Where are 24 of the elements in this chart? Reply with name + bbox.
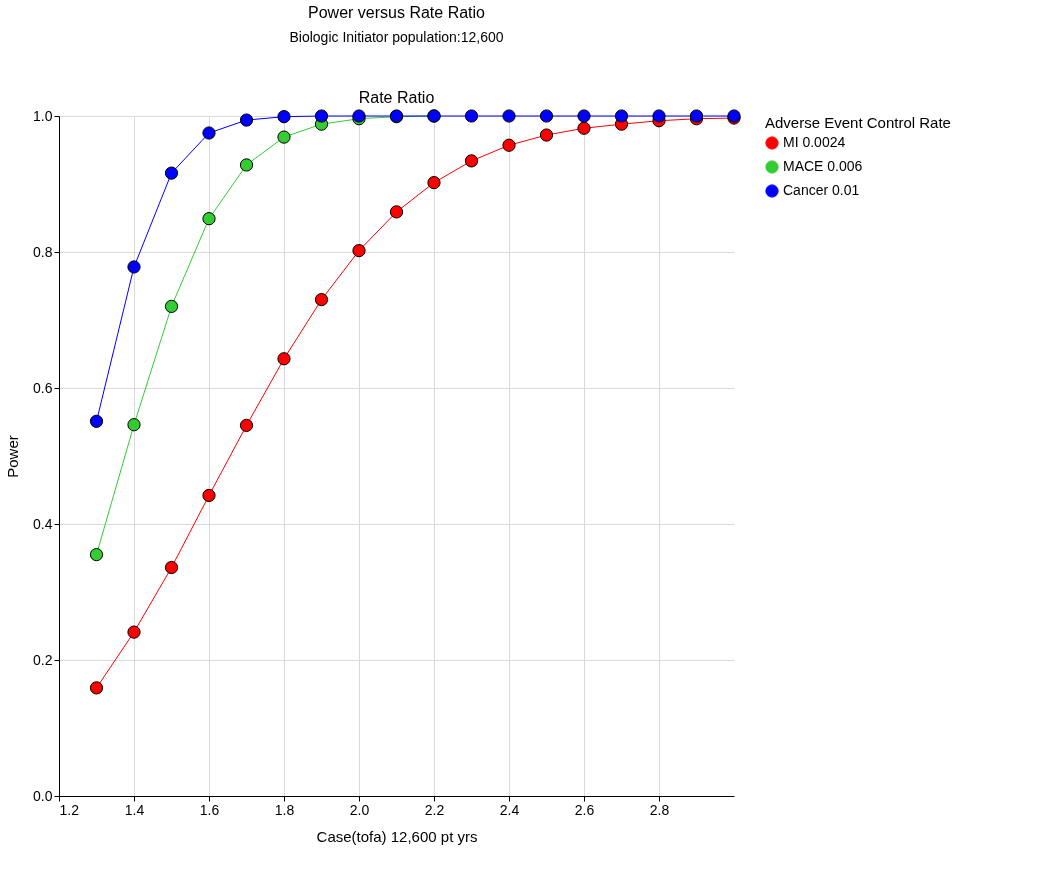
text: Rate Ratio: [358, 89, 435, 106]
x-tick-label: 1.8: [274, 801, 295, 818]
x-tick-label: 1.2: [59, 801, 80, 818]
legend-label: MI 0.0024: [783, 134, 846, 150]
y-tick-label: 0.2: [33, 651, 53, 668]
y-tick-label: 0.8: [33, 243, 53, 260]
legend-title: Adverse Event Control Rate: [765, 114, 951, 131]
y-axis-title: Power: [4, 435, 22, 478]
x-tick-label: 1.6: [199, 801, 220, 818]
x-tick-label: 2.2: [424, 801, 445, 818]
x-tick-label: 2.8: [649, 801, 670, 818]
x-tick-label: 2.4: [499, 801, 520, 818]
y-tick-label: 1.0: [33, 107, 53, 124]
x-axis-title: Case(tofa) 12,600 pt yrs: [316, 827, 478, 845]
chart-subtitle: Biologic Initiator population:12,600: [289, 29, 504, 45]
chart-title: Power versus Rate Ratio: [308, 4, 486, 21]
x-tick-label: 2.0: [349, 801, 370, 818]
x-tick-label: 2.6: [574, 801, 595, 818]
legend-label: Cancer 0.01: [783, 182, 860, 198]
y-tick-label: 0.6: [33, 379, 53, 396]
x-tick-label: 1.4: [124, 801, 145, 818]
y-tick-label: 0.4: [33, 515, 53, 532]
legend-label: MACE 0.006: [783, 158, 863, 174]
y-tick-label: 0.0: [33, 787, 53, 804]
